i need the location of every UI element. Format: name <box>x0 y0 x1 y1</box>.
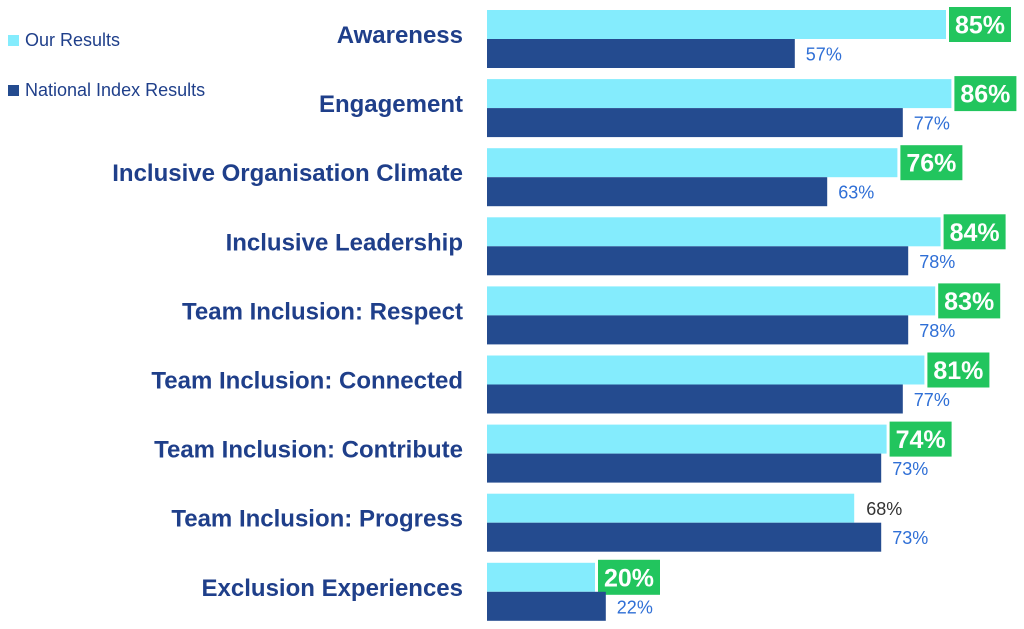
category-label-awareness: Awareness <box>337 22 463 49</box>
value-label-our-results-team-inclusion-respect: 83% <box>944 288 994 316</box>
value-label-our-results-inclusive-organisation-climate: 76% <box>906 150 956 178</box>
category-label-exclusion-experiences: Exclusion Experiences <box>202 575 463 602</box>
bar-national-index-engagement <box>487 108 903 138</box>
value-badge-our-results-engagement <box>954 76 1017 112</box>
value-label-national-index-engagement: 77% <box>914 114 950 134</box>
bar-our-results-inclusive-organisation-climate <box>487 148 898 178</box>
category-label-engagement: Engagement <box>319 91 463 118</box>
value-label-our-results-team-inclusion-contribute: 74% <box>896 426 946 454</box>
legend-label-our-results: Our Results <box>25 30 121 50</box>
category-label-team-inclusion-connected: Team Inclusion: Connected <box>151 368 463 395</box>
value-badge-our-results-inclusive-leadership <box>943 214 1006 250</box>
value-badge-our-results-inclusive-organisation-climate <box>900 145 963 181</box>
category-label-team-inclusion-progress: Team Inclusion: Progress <box>171 506 463 533</box>
legend-item-our-results: Our Results <box>8 30 120 51</box>
bar-our-results-engagement <box>487 79 952 109</box>
bar-our-results-inclusive-leadership <box>487 217 941 247</box>
value-label-our-results-exclusion-experiences: 20% <box>604 564 654 592</box>
bar-national-index-inclusive-organisation-climate <box>487 177 828 207</box>
bar-national-index-team-inclusion-progress <box>487 522 882 552</box>
value-label-national-index-team-inclusion-contribute: 73% <box>892 459 928 479</box>
value-label-national-index-exclusion-experiences: 22% <box>617 597 653 617</box>
value-label-our-results-engagement: 86% <box>960 81 1010 109</box>
value-label-our-results-team-inclusion-progress: 68% <box>866 499 902 519</box>
value-label-our-results-awareness: 85% <box>955 12 1005 40</box>
legend-swatch-our-results <box>8 35 19 46</box>
bar-our-results-team-inclusion-respect <box>487 286 936 316</box>
bar-our-results-exclusion-experiences <box>487 562 595 592</box>
bar-our-results-team-inclusion-connected <box>487 355 925 385</box>
value-label-national-index-inclusive-organisation-climate: 63% <box>838 183 874 203</box>
legend-item-national-index: National Index Results <box>8 80 205 101</box>
value-label-national-index-awareness: 57% <box>806 45 842 65</box>
value-badge-our-results-exclusion-experiences <box>598 559 660 595</box>
value-badge-our-results-team-inclusion-respect <box>938 283 1001 319</box>
bar-national-index-team-inclusion-connected <box>487 384 903 414</box>
value-label-national-index-team-inclusion-respect: 78% <box>919 321 955 341</box>
value-label-national-index-team-inclusion-progress: 73% <box>892 528 928 548</box>
bar-our-results-team-inclusion-contribute <box>487 424 887 454</box>
legend-label-national-index: National Index Results <box>25 80 206 100</box>
bar-national-index-awareness <box>487 39 795 68</box>
category-label-team-inclusion-respect: Team Inclusion: Respect <box>182 298 463 325</box>
value-label-our-results-inclusive-leadership: 84% <box>950 219 1000 247</box>
value-badge-our-results-team-inclusion-connected <box>927 352 990 388</box>
category-label-inclusive-organisation-climate: Inclusive Organisation Climate <box>112 160 463 187</box>
value-badge-our-results-team-inclusion-contribute <box>889 421 952 457</box>
value-label-our-results-team-inclusion-connected: 81% <box>933 357 983 385</box>
bar-national-index-team-inclusion-contribute <box>487 453 882 483</box>
bar-national-index-team-inclusion-respect <box>487 315 909 345</box>
bar-national-index-exclusion-experiences <box>487 591 606 621</box>
value-label-national-index-team-inclusion-connected: 77% <box>914 390 950 410</box>
category-label-team-inclusion-contribute: Team Inclusion: Contribute <box>154 437 463 464</box>
legend-swatch-national-index <box>8 85 19 96</box>
bar-our-results-awareness <box>487 10 946 39</box>
value-badge-our-results-awareness <box>949 7 1011 42</box>
bar-our-results-team-inclusion-progress <box>487 493 855 523</box>
value-label-national-index-inclusive-leadership: 78% <box>919 252 955 272</box>
bar-national-index-inclusive-leadership <box>487 246 909 276</box>
category-label-inclusive-leadership: Inclusive Leadership <box>226 229 463 256</box>
